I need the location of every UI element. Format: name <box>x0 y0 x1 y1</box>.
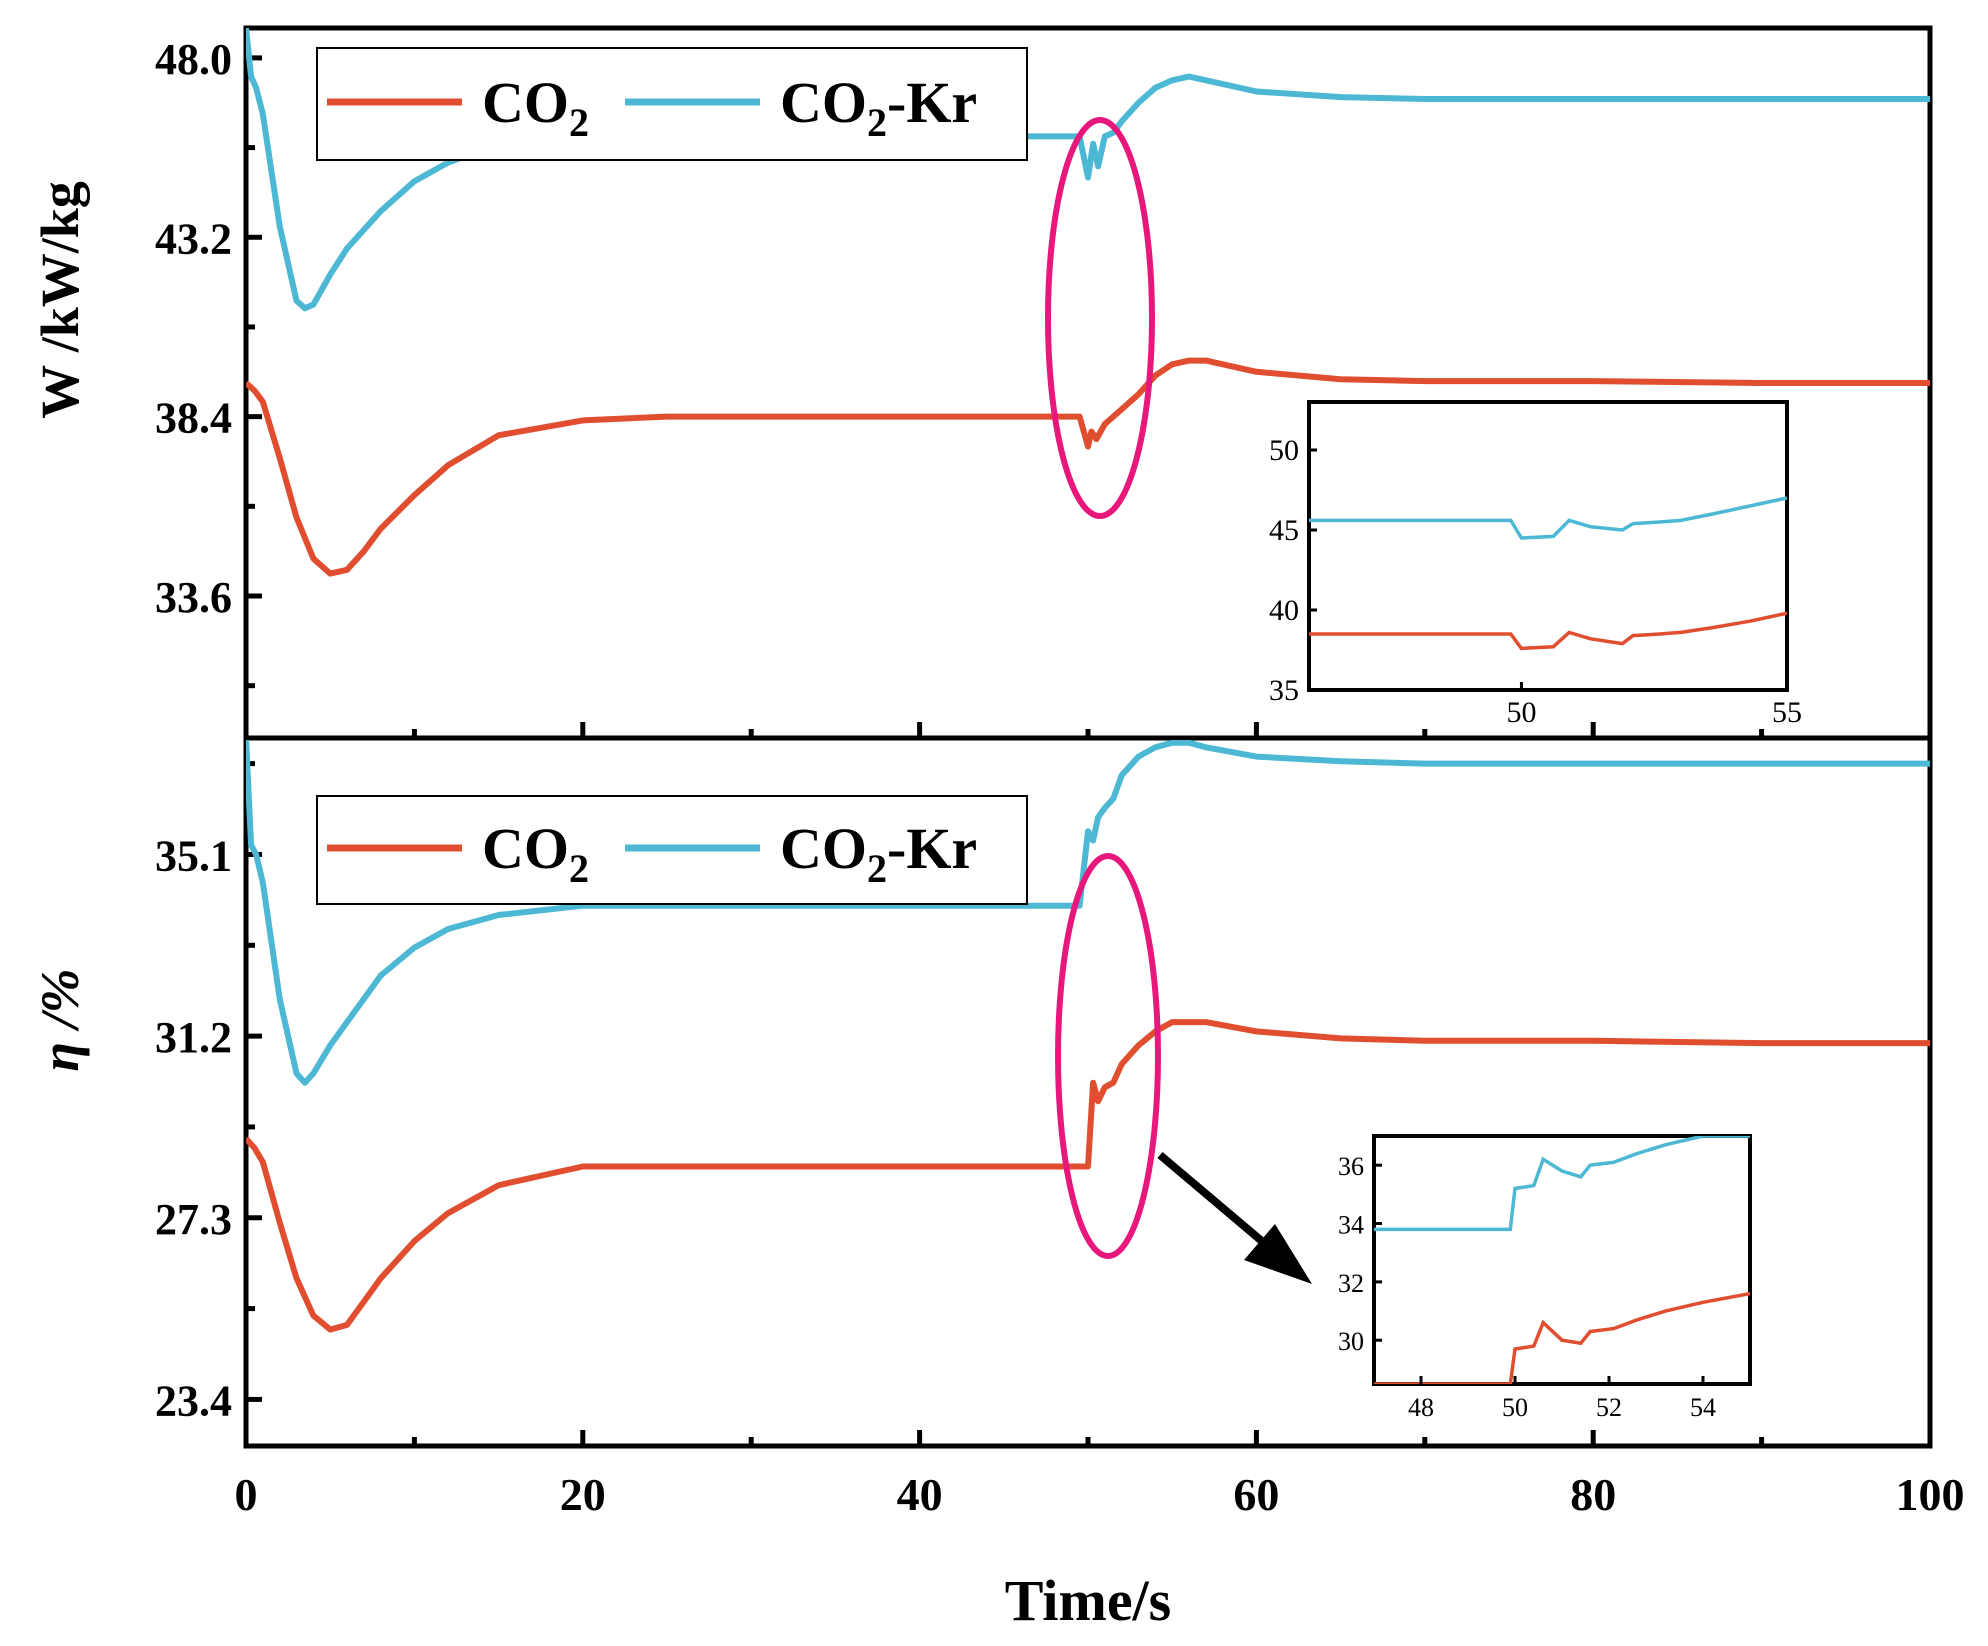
x-tick-label: 20 <box>560 1469 606 1520</box>
inset-y-tick-label: 36 <box>1338 1152 1364 1181</box>
legend-co2kr-label: CO2-Kr <box>780 816 977 891</box>
x-axis-title: Time/s <box>1005 1568 1172 1633</box>
inset-x-tick-label: 50 <box>1502 1393 1528 1422</box>
inset-y-tick-label: 30 <box>1338 1327 1364 1356</box>
inset-y-tick-label: 32 <box>1338 1269 1364 1298</box>
top-panel-ticks: 48.0 43.2 38.4 33.6 <box>155 35 1933 738</box>
inset-y-tick-label: 45 <box>1269 514 1299 547</box>
bottom-inset-co2kr-line <box>1374 1136 1750 1232</box>
bottom-series-co2-line <box>246 1019 1930 1333</box>
x-tick-label: 80 <box>1570 1469 1616 1520</box>
bottom-inset-ticks: 36 34 32 30 48 50 52 54 <box>1338 1152 1716 1422</box>
x-tick-label: 40 <box>897 1469 943 1520</box>
bottom-legend: CO2 CO2-Kr <box>316 795 1028 905</box>
top-series-co2-line <box>246 357 1930 577</box>
top-inset-co2-line <box>1309 611 1787 651</box>
legend-co2-label: CO2 <box>482 816 589 891</box>
bottom-panel-ticks: 35.1 31.2 27.3 23.4 <box>155 761 1933 1446</box>
legend-co2kr-label: CO2-Kr <box>780 70 977 145</box>
top-inset-co2kr-line <box>1309 496 1787 540</box>
x-tick-label: 0 <box>235 1469 258 1520</box>
inset-x-tick-label: 50 <box>1506 696 1536 729</box>
top-highlight-ellipse-icon <box>1045 117 1155 519</box>
bottom-inset-co2-line <box>1374 1291 1750 1384</box>
inset-x-tick-label: 52 <box>1596 1393 1622 1422</box>
inset-x-tick-label: 55 <box>1772 696 1802 729</box>
x-tick-label: 60 <box>1233 1469 1279 1520</box>
x-tick-label: 100 <box>1896 1469 1965 1520</box>
top-legend: CO2 CO2-Kr <box>316 47 1028 161</box>
top-inset: 50 45 40 35 50 55 <box>1269 400 1802 729</box>
y-tick-label: 35.1 <box>155 831 232 880</box>
y-tick-label: 43.2 <box>155 214 232 263</box>
inset-y-tick-label: 34 <box>1338 1211 1364 1240</box>
y-tick-label: 27.3 <box>155 1195 232 1244</box>
inset-y-tick-label: 50 <box>1269 434 1299 467</box>
top-y-axis-title: W /kW/kg <box>30 181 90 419</box>
bottom-series-co2kr-line <box>246 740 1930 1086</box>
top-inset-ticks: 50 45 40 35 50 55 <box>1269 434 1802 729</box>
inset-y-tick-label: 35 <box>1269 674 1299 707</box>
legend-co2-label: CO2 <box>482 70 589 145</box>
inset-x-tick-label: 48 <box>1408 1393 1434 1422</box>
bottom-y-axis-title: η /% <box>30 968 90 1071</box>
y-tick-label: 31.2 <box>155 1013 232 1062</box>
y-tick-label: 48.0 <box>155 35 232 84</box>
bottom-inset: 36 34 32 30 48 50 52 54 <box>1338 1134 1752 1422</box>
y-tick-label: 23.4 <box>155 1376 232 1425</box>
y-tick-label: 38.4 <box>155 394 232 443</box>
inset-y-tick-label: 40 <box>1269 594 1299 627</box>
inset-x-tick-label: 54 <box>1690 1393 1716 1422</box>
y-tick-label: 33.6 <box>155 573 232 622</box>
x-tick-labels: 0 20 40 60 80 100 <box>235 1469 1965 1520</box>
arrow-icon <box>1157 1151 1312 1284</box>
bottom-highlight-ellipse-icon <box>1055 853 1161 1259</box>
